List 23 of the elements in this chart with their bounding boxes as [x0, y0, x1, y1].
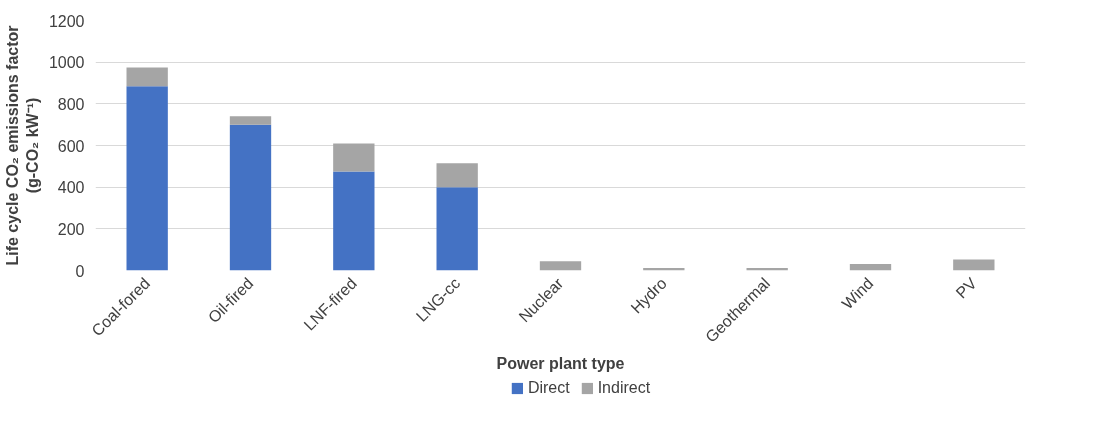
y-tick-label: 0 — [75, 262, 85, 280]
bar — [849, 264, 892, 271]
bar — [126, 67, 168, 87]
bar — [436, 187, 478, 271]
bar — [333, 143, 375, 172]
y-tick-label: 200 — [57, 220, 85, 238]
y-tick-label: 800 — [57, 95, 85, 113]
bar — [539, 261, 582, 271]
y-tick-label: 1200 — [48, 12, 85, 30]
y-tick-label: 400 — [57, 179, 85, 197]
x-axis-title: Power plant type — [496, 354, 625, 372]
legend-label: Indirect — [597, 379, 651, 397]
bar — [333, 171, 375, 271]
bar — [229, 116, 272, 125]
bar — [229, 124, 272, 271]
bar — [953, 259, 995, 271]
y-tick-label: 1000 — [48, 54, 85, 72]
bar — [126, 86, 168, 271]
y-tick-label: 600 — [57, 137, 85, 155]
x-tick-label: PV — [952, 274, 981, 302]
legend-label: Direct — [527, 379, 570, 397]
y-axis-title: Life cycle CO₂ emissions factor (g-CO₂ kW⁻¹) — [3, 25, 41, 266]
bar — [436, 163, 478, 188]
